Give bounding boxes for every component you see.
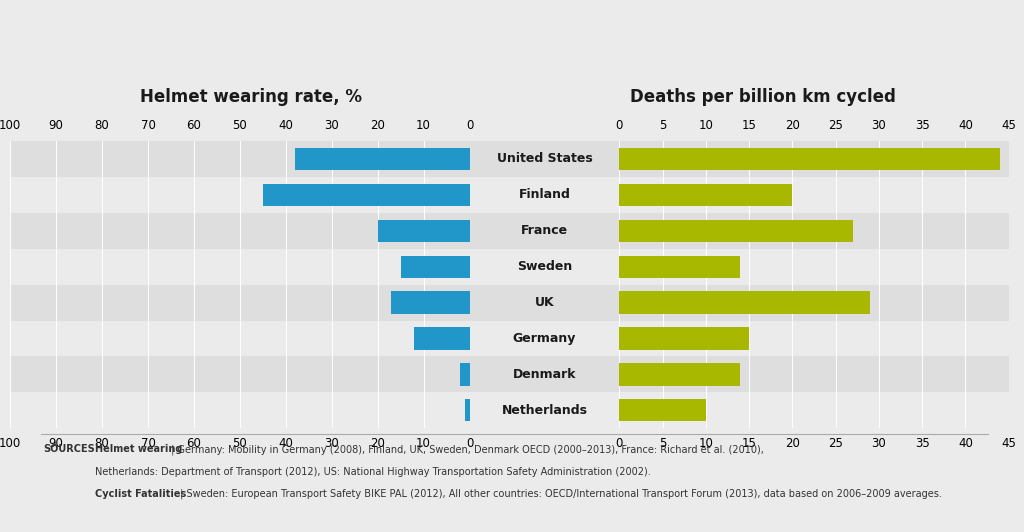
Bar: [10, 285, 470, 321]
Text: | Germany: Mobility in Germany (2008), Finland, UK, Sweden, Denmark OECD (2000–2: | Germany: Mobility in Germany (2008), F…: [168, 444, 764, 455]
Bar: [620, 320, 1009, 356]
Text: Denmark: Denmark: [513, 368, 577, 381]
Text: | Sweden: European Transport Safety BIKE PAL (2012), All other countries: OECD/I: | Sweden: European Transport Safety BIKE…: [177, 489, 942, 500]
Bar: [10, 177, 470, 213]
Bar: [620, 177, 1009, 213]
Bar: [378, 220, 470, 242]
Bar: [10, 213, 470, 249]
Bar: [263, 184, 470, 206]
Bar: [620, 356, 1009, 393]
Bar: [470, 320, 620, 356]
Bar: [10, 141, 470, 177]
Text: Finland: Finland: [518, 188, 570, 201]
Bar: [620, 141, 1009, 177]
Bar: [400, 255, 470, 278]
Bar: [470, 249, 620, 285]
Bar: [620, 393, 1009, 428]
Text: Germany: Germany: [513, 332, 577, 345]
Bar: [10, 249, 470, 285]
Bar: [465, 399, 470, 421]
Bar: [470, 213, 620, 249]
Text: Deaths per billion km cycled: Deaths per billion km cycled: [630, 88, 896, 106]
Bar: [10, 356, 470, 393]
Bar: [470, 356, 620, 393]
Bar: [620, 184, 793, 206]
Bar: [620, 249, 1009, 285]
Text: Netherlands: Department of Transport (2012), US: National Highway Transportation: Netherlands: Department of Transport (20…: [95, 467, 651, 477]
Bar: [620, 255, 740, 278]
Bar: [620, 213, 1009, 249]
Bar: [415, 327, 470, 350]
Text: Cyclist Fatalities: Cyclist Fatalities: [95, 489, 186, 499]
Bar: [470, 141, 620, 177]
Text: United States: United States: [497, 153, 592, 165]
Text: SOURCES: SOURCES: [43, 444, 95, 454]
Text: France: France: [521, 225, 568, 237]
Text: Netherlands: Netherlands: [502, 404, 588, 417]
Bar: [10, 393, 470, 428]
Bar: [620, 399, 706, 421]
Bar: [470, 177, 620, 213]
Bar: [295, 148, 470, 170]
Bar: [620, 148, 1000, 170]
Bar: [470, 285, 620, 321]
Bar: [620, 292, 870, 314]
Bar: [470, 393, 620, 428]
Bar: [620, 285, 1009, 321]
Bar: [620, 363, 740, 386]
Bar: [461, 363, 470, 386]
Text: UK: UK: [535, 296, 554, 309]
Bar: [620, 220, 853, 242]
Text: Sweden: Sweden: [517, 260, 572, 273]
Bar: [620, 327, 750, 350]
Bar: [391, 292, 470, 314]
Bar: [10, 320, 470, 356]
Text: Helmet wearing rate, %: Helmet wearing rate, %: [140, 88, 361, 106]
Text: Helmet wearing: Helmet wearing: [95, 444, 182, 454]
